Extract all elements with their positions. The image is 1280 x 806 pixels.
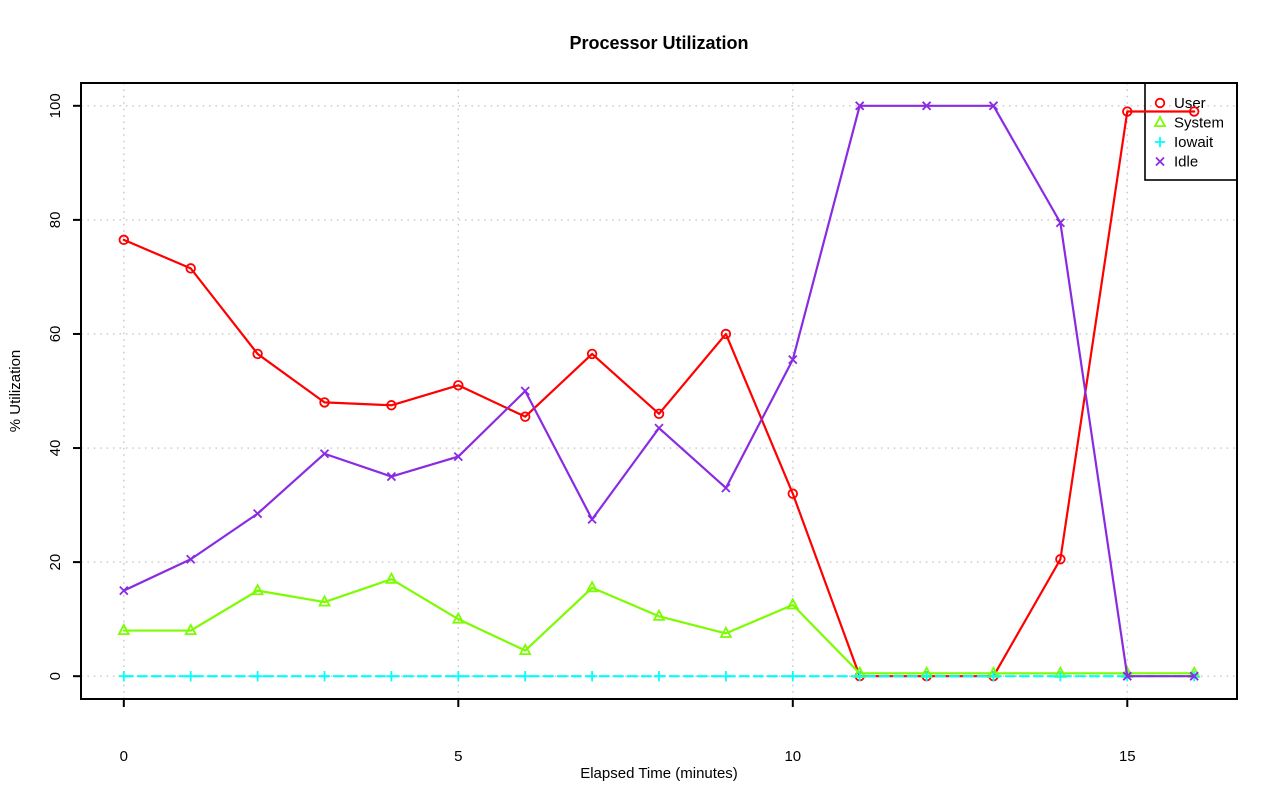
series-marker-idle bbox=[186, 554, 196, 564]
series-marker-system bbox=[184, 623, 198, 636]
series-marker-system bbox=[652, 608, 666, 621]
series-marker-idle bbox=[119, 585, 129, 596]
series-marker-user bbox=[185, 263, 196, 274]
x-tick-label: 0 bbox=[120, 748, 128, 765]
series-line-system bbox=[122, 578, 1196, 675]
series-marker-idle bbox=[319, 449, 330, 459]
series-marker-system bbox=[451, 611, 465, 624]
y-tick-label: 40 bbox=[47, 440, 64, 457]
y-tick-label: 100 bbox=[47, 93, 64, 118]
x-axis-label: Elapsed Time (minutes) bbox=[580, 765, 738, 782]
legend-label-idle: Idle bbox=[1174, 154, 1198, 171]
series-marker-idle bbox=[988, 101, 999, 111]
series-marker-system bbox=[518, 643, 532, 656]
legend-label-system: System bbox=[1174, 115, 1224, 132]
series-marker-user bbox=[118, 234, 130, 246]
series-marker-idle bbox=[855, 101, 865, 111]
x-tick-label: 5 bbox=[454, 748, 462, 765]
series-marker-user bbox=[720, 328, 732, 340]
gridlines bbox=[81, 83, 1237, 699]
series-marker-idle bbox=[1189, 671, 1199, 681]
series-marker-system bbox=[385, 571, 398, 584]
series-marker-idle bbox=[1055, 218, 1066, 228]
series-marker-user bbox=[1055, 554, 1066, 565]
y-tick-label: 80 bbox=[47, 212, 64, 229]
y-axis-label: % Utilization bbox=[7, 350, 24, 433]
series-marker-idle bbox=[453, 451, 463, 462]
series-marker-idle bbox=[252, 508, 263, 519]
legend-marker-system-icon bbox=[1153, 114, 1167, 127]
series-marker-user bbox=[319, 397, 330, 408]
y-tick-label: 0 bbox=[47, 672, 64, 680]
y-tick-label: 60 bbox=[47, 326, 64, 343]
legend-marker-user-icon bbox=[1154, 97, 1166, 109]
series-line-idle bbox=[122, 104, 1196, 678]
y-tick-label: 20 bbox=[47, 554, 64, 571]
series-line-user bbox=[122, 110, 1196, 678]
chart-title: Processor Utilization bbox=[569, 33, 748, 53]
legend-marker-idle-icon bbox=[1155, 156, 1165, 167]
series-marker-user bbox=[252, 348, 263, 360]
series-marker-idle bbox=[921, 101, 932, 111]
plot-border bbox=[80, 82, 1238, 700]
series-lines bbox=[117, 101, 1201, 682]
series-marker-idle bbox=[721, 483, 731, 493]
series-marker-system bbox=[719, 625, 733, 638]
series-marker-user bbox=[1122, 106, 1133, 117]
series-marker-system bbox=[318, 594, 331, 607]
series-marker-idle bbox=[587, 514, 597, 524]
legend-label-iowait: Iowait bbox=[1174, 134, 1214, 151]
series-marker-idle bbox=[1122, 671, 1132, 681]
series-marker-user bbox=[787, 488, 798, 499]
series-marker-user bbox=[1188, 106, 1200, 117]
series-marker-idle bbox=[788, 354, 798, 365]
series-marker-idle bbox=[386, 471, 397, 482]
x-tick-label: 15 bbox=[1119, 748, 1136, 765]
series-marker-user bbox=[520, 411, 531, 422]
series-marker-system bbox=[585, 580, 599, 593]
series-marker-user bbox=[386, 400, 397, 411]
series-marker-system bbox=[251, 583, 265, 596]
series-marker-user bbox=[586, 348, 598, 360]
series-marker-idle bbox=[654, 423, 664, 433]
x-tick-label: 10 bbox=[784, 748, 801, 765]
series-marker-system bbox=[786, 597, 800, 610]
series-marker-user bbox=[653, 408, 665, 420]
series-marker-system bbox=[117, 623, 131, 636]
series-marker-idle bbox=[520, 386, 530, 396]
series-marker-user bbox=[453, 380, 464, 391]
axes: 0 5 10 15 0 20 40 60 80 100 bbox=[47, 93, 1136, 765]
